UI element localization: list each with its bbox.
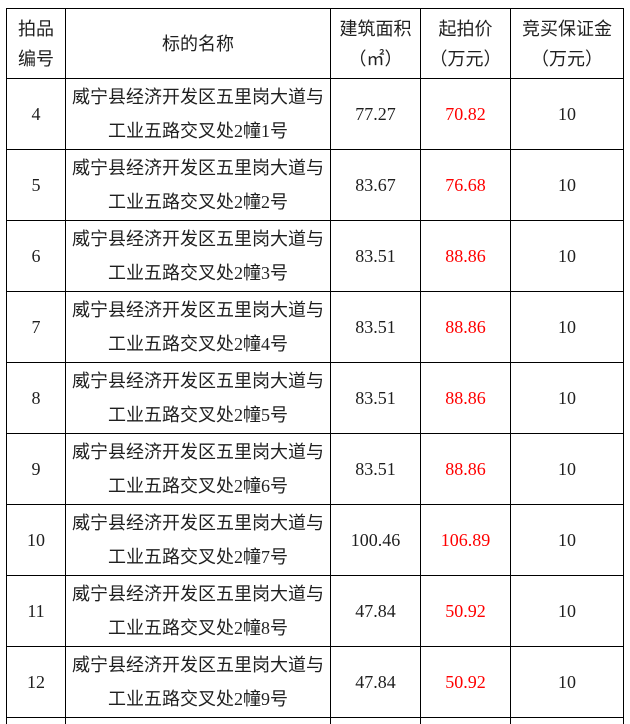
- lot-number-cell: 12: [6, 646, 66, 718]
- table-row: 5 威宁县经济开发区五里岗大道与 工业五路交叉处2幢2号 83.67 76.68…: [6, 149, 624, 221]
- table-row: 7 威宁县经济开发区五里岗大道与 工业五路交叉处2幢4号 83.51 88.86…: [6, 291, 624, 363]
- subject-name-line2: 工业五路交叉处2幢8号: [108, 618, 288, 638]
- starting-price-cell: 88.86: [420, 433, 511, 505]
- subject-name-line1: 威宁县经济开发区五里岗大道与: [72, 87, 324, 107]
- header-price-line2: （万元）: [429, 48, 502, 69]
- subject-name-cell: 威宁县经济开发区五里岗大道与 工业五路交叉处2幢3号: [65, 220, 331, 292]
- starting-price-cell: 88.86: [420, 291, 511, 363]
- partial-clipped-cell: [6, 717, 66, 724]
- deposit-cell: 10: [510, 504, 624, 576]
- header-price-line1: 起拍价: [438, 18, 493, 39]
- column-header-deposit: 竞买保证金 （万元）: [510, 8, 624, 79]
- subject-name-line1: 威宁县经济开发区五里岗大道与: [72, 513, 324, 533]
- starting-price-cell: 50.92: [420, 646, 511, 718]
- building-area-cell: 83.51: [330, 362, 421, 434]
- subject-name-line2: 工业五路交叉处2幢3号: [108, 263, 288, 283]
- table-row: 4 威宁县经济开发区五里岗大道与 工业五路交叉处2幢1号 77.27 70.82…: [6, 78, 624, 150]
- subject-name-line2: 工业五路交叉处2幢4号: [108, 334, 288, 354]
- partial-clipped-cell: [420, 717, 511, 724]
- subject-name-line1: 威宁县经济开发区五里岗大道与: [72, 229, 324, 249]
- column-header-building-area: 建筑面积 （㎡）: [330, 8, 421, 79]
- subject-name-line2: 工业五路交叉处2幢1号: [108, 121, 288, 141]
- subject-name-line1: 威宁县经济开发区五里岗大道与: [72, 584, 324, 604]
- deposit-cell: 10: [510, 646, 624, 718]
- starting-price-cell: 88.86: [420, 220, 511, 292]
- column-header-starting-price: 起拍价 （万元）: [420, 8, 511, 79]
- table-row: 11 威宁县经济开发区五里岗大道与 工业五路交叉处2幢8号 47.84 50.9…: [6, 575, 624, 647]
- starting-price-cell: 50.92: [420, 575, 511, 647]
- subject-name-line2: 工业五路交叉处2幢5号: [108, 405, 288, 425]
- starting-price-cell: 70.82: [420, 78, 511, 150]
- partial-clipped-cell: [510, 717, 624, 724]
- subject-name-cell: 威宁县经济开发区五里岗大道与 工业五路交叉处2幢7号: [65, 504, 331, 576]
- subject-name-cell: 威宁县经济开发区五里岗大道与 工业五路交叉处2幢9号: [65, 646, 331, 718]
- deposit-cell: 10: [510, 433, 624, 505]
- lot-number-cell: 4: [6, 78, 66, 150]
- table-header: 拍品 编号 标的名称 建筑面积 （㎡） 起拍价 （万元） 竞买保证金 （万元）: [6, 8, 624, 79]
- header-name-line1: 标的名称: [162, 33, 234, 54]
- subject-name-cell: 威宁县经济开发区五里岗大道与 工业五路交叉处2幢8号: [65, 575, 331, 647]
- subject-name-line1: 威宁县经济开发区五里岗大道与: [72, 655, 324, 675]
- header-lot-line1: 拍品: [18, 18, 54, 39]
- deposit-cell: 10: [510, 575, 624, 647]
- lot-number-cell: 5: [6, 149, 66, 221]
- subject-name-cell: 威宁县经济开发区五里岗大道与 工业五路交叉处2幢6号: [65, 433, 331, 505]
- partial-clipped-cell: [330, 717, 421, 724]
- lot-number-cell: 11: [6, 575, 66, 647]
- table-row: 12 威宁县经济开发区五里岗大道与 工业五路交叉处2幢9号 47.84 50.9…: [6, 646, 624, 718]
- header-area-line1: 建筑面积: [339, 18, 412, 39]
- deposit-cell: 10: [510, 291, 624, 363]
- starting-price-cell: 76.68: [420, 149, 511, 221]
- column-header-lot-number: 拍品 编号: [6, 8, 66, 79]
- subject-name-cell: 威宁县经济开发区五里岗大道与 工业五路交叉处2幢2号: [65, 149, 331, 221]
- building-area-cell: 83.51: [330, 291, 421, 363]
- lot-number-cell: 6: [6, 220, 66, 292]
- subject-name-line2: 工业五路交叉处2幢9号: [108, 689, 288, 709]
- starting-price-cell: 106.89: [420, 504, 511, 576]
- subject-name-line2: 工业五路交叉处2幢7号: [108, 547, 288, 567]
- lot-number-cell: 7: [6, 291, 66, 363]
- table-row: 8 威宁县经济开发区五里岗大道与 工业五路交叉处2幢5号 83.51 88.86…: [6, 362, 624, 434]
- table-row: 9 威宁县经济开发区五里岗大道与 工业五路交叉处2幢6号 83.51 88.86…: [6, 433, 624, 505]
- header-lot-line2: 编号: [18, 48, 54, 69]
- partial-clipped-cell: [65, 717, 331, 724]
- lot-number-cell: 8: [6, 362, 66, 434]
- starting-price-cell: 88.86: [420, 362, 511, 434]
- partial-clipped-row: [6, 717, 624, 724]
- column-header-subject-name: 标的名称: [65, 8, 331, 79]
- subject-name-line1: 威宁县经济开发区五里岗大道与: [72, 442, 324, 462]
- deposit-cell: 10: [510, 362, 624, 434]
- subject-name-cell: 威宁县经济开发区五里岗大道与 工业五路交叉处2幢1号: [65, 78, 331, 150]
- lot-number-cell: 10: [6, 504, 66, 576]
- building-area-cell: 100.46: [330, 504, 421, 576]
- lot-number-cell: 9: [6, 433, 66, 505]
- table-row: 10 威宁县经济开发区五里岗大道与 工业五路交叉处2幢7号 100.46 106…: [6, 504, 624, 576]
- building-area-cell: 83.51: [330, 433, 421, 505]
- auction-lots-table: 拍品 编号 标的名称 建筑面积 （㎡） 起拍价 （万元） 竞买保证金 （万元）: [6, 8, 624, 724]
- header-deposit-line1: 竞买保证金: [522, 18, 612, 39]
- deposit-cell: 10: [510, 78, 624, 150]
- header-area-line2: （㎡）: [348, 48, 403, 69]
- building-area-cell: 77.27: [330, 78, 421, 150]
- table-row: 6 威宁县经济开发区五里岗大道与 工业五路交叉处2幢3号 83.51 88.86…: [6, 220, 624, 292]
- building-area-cell: 47.84: [330, 646, 421, 718]
- subject-name-line2: 工业五路交叉处2幢6号: [108, 476, 288, 496]
- building-area-cell: 47.84: [330, 575, 421, 647]
- header-deposit-line2: （万元）: [531, 48, 603, 69]
- header-row: 拍品 编号 标的名称 建筑面积 （㎡） 起拍价 （万元） 竞买保证金 （万元）: [6, 8, 624, 79]
- building-area-cell: 83.67: [330, 149, 421, 221]
- subject-name-line1: 威宁县经济开发区五里岗大道与: [72, 158, 324, 178]
- building-area-cell: 83.51: [330, 220, 421, 292]
- table-body: 4 威宁县经济开发区五里岗大道与 工业五路交叉处2幢1号 77.27 70.82…: [6, 78, 624, 724]
- subject-name-line1: 威宁县经济开发区五里岗大道与: [72, 300, 324, 320]
- subject-name-cell: 威宁县经济开发区五里岗大道与 工业五路交叉处2幢4号: [65, 291, 331, 363]
- subject-name-line1: 威宁县经济开发区五里岗大道与: [72, 371, 324, 391]
- deposit-cell: 10: [510, 149, 624, 221]
- subject-name-line2: 工业五路交叉处2幢2号: [108, 192, 288, 212]
- subject-name-cell: 威宁县经济开发区五里岗大道与 工业五路交叉处2幢5号: [65, 362, 331, 434]
- deposit-cell: 10: [510, 220, 624, 292]
